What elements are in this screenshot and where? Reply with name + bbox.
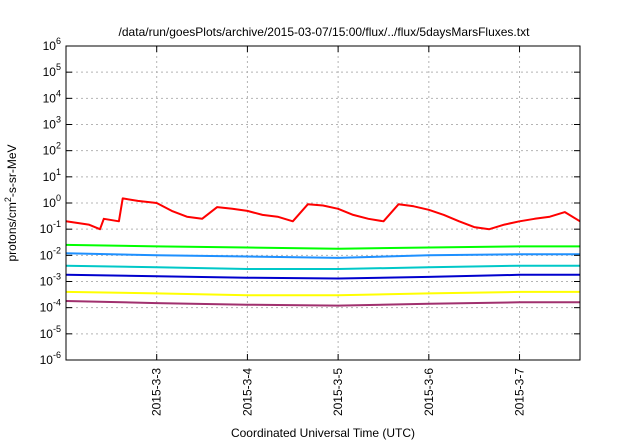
y-axis-label-tail: -s-sr-MeV bbox=[5, 144, 19, 197]
y-tick-label: 10-4 bbox=[40, 298, 61, 315]
y-tick-label: 102 bbox=[43, 141, 61, 158]
y-axis-label-main: protons/cm bbox=[5, 202, 19, 261]
x-tick-label: 2015-3-7 bbox=[513, 368, 527, 416]
y-tick-label: 10-2 bbox=[40, 245, 61, 262]
y-axis-label-sup: 2 bbox=[3, 197, 13, 202]
series-line-7 bbox=[65, 300, 580, 307]
series-line-1 bbox=[65, 197, 581, 231]
x-tick-label: 2015-3-5 bbox=[331, 368, 345, 416]
x-tick-label: 2015-3-3 bbox=[150, 368, 164, 416]
y-tick-label: 10-6 bbox=[40, 350, 61, 367]
grid bbox=[66, 46, 580, 360]
y-tick-label: 101 bbox=[43, 167, 61, 184]
y-axis: 106 105 104 103 102 101 100 10-1 10-2 10-3 10-4 10-… bbox=[40, 36, 580, 367]
y-tick-label: 10-3 bbox=[40, 272, 61, 289]
series-line-3 bbox=[65, 252, 580, 259]
y-axis-label: protons/cm2-s-sr-MeV bbox=[3, 144, 19, 261]
x-tick-label: 2015-3-6 bbox=[422, 368, 436, 416]
y-tick-label: 100 bbox=[43, 193, 61, 210]
x-axis-label: Coordinated Universal Time (UTC) bbox=[231, 426, 415, 440]
y-tick-label: 103 bbox=[43, 115, 61, 132]
x-axis: 2015-3-3 2015-3-4 2015-3-5 2015-3-6 2015-3-7 bbox=[150, 46, 527, 416]
y-tick-label: 106 bbox=[43, 36, 61, 53]
series-group bbox=[65, 197, 581, 307]
y-tick-label: 104 bbox=[43, 88, 61, 105]
series-line-2 bbox=[65, 243, 580, 250]
y-tick-label: 10-1 bbox=[40, 219, 61, 236]
series-line-4 bbox=[65, 264, 580, 270]
y-tick-label: 105 bbox=[43, 62, 61, 79]
series-line-6 bbox=[65, 290, 580, 297]
x-tick-label: 2015-3-4 bbox=[240, 368, 254, 416]
y-tick-label: 10-5 bbox=[40, 324, 61, 341]
chart-title: /data/run/goesPlots/archive/2015-03-07/1… bbox=[119, 25, 531, 39]
series-line-5 bbox=[65, 273, 580, 280]
